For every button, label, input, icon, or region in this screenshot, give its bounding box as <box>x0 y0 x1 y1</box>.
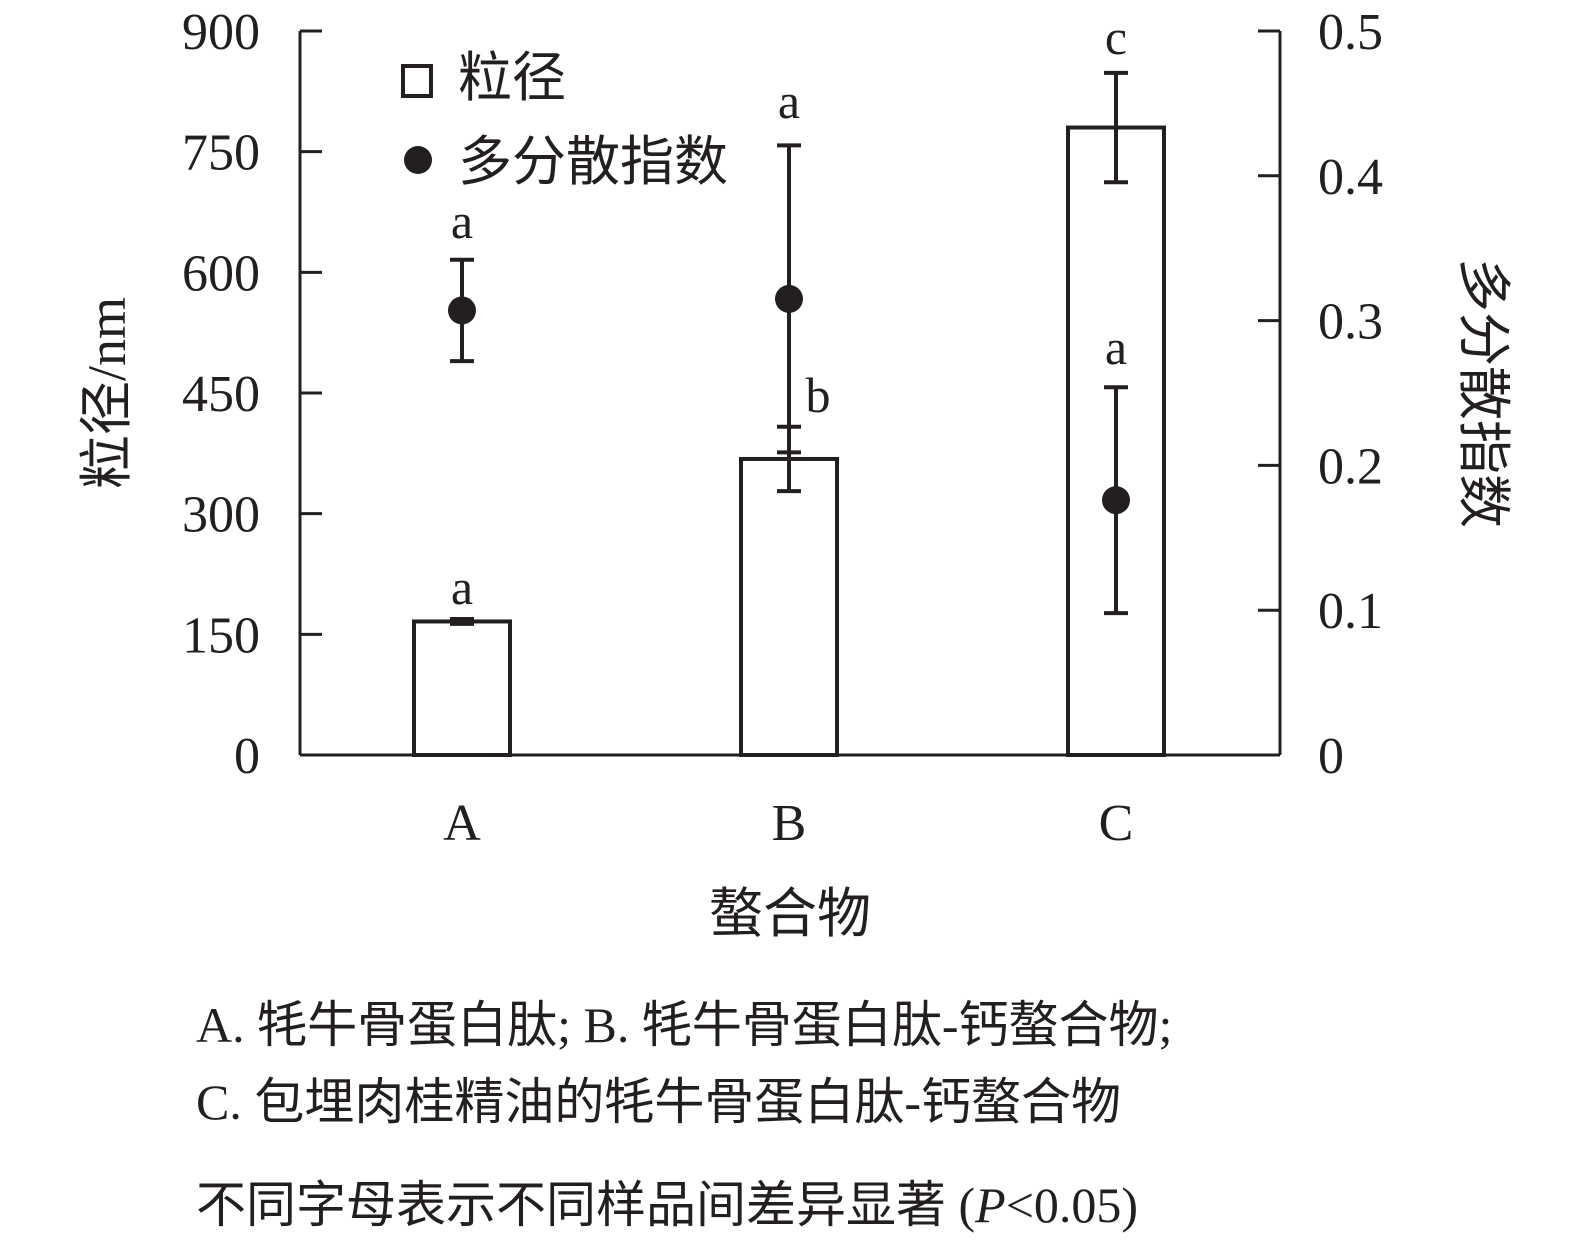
point-series <box>448 143 1130 616</box>
y-right-tick-label: 0.4 <box>1318 149 1383 206</box>
y-right-tick-label: 0.5 <box>1318 4 1383 61</box>
bar-A <box>412 619 512 757</box>
y-left-tick-label: 900 <box>182 4 260 61</box>
y-axis-left-title: 粒径/nm <box>77 297 137 489</box>
bar-significance-label: b <box>806 367 831 423</box>
y-right-tick-label: 0 <box>1318 728 1344 785</box>
point-A <box>448 296 476 325</box>
point-B <box>775 284 803 313</box>
bar-significance-label: a <box>451 559 473 615</box>
y-left-tick-label: 450 <box>182 366 260 423</box>
x-tick-label: A <box>443 795 481 852</box>
y-left-tick-label: 150 <box>182 607 260 664</box>
legend-bar-swatch <box>401 64 433 98</box>
x-tick-label: C <box>1099 795 1134 852</box>
y-left-tick-label: 600 <box>182 245 260 302</box>
bar-B <box>739 456 839 757</box>
point-significance-label: a <box>1105 319 1127 375</box>
chart-axes: 0 150 300 450 600 750 900 0 0.1 0.2 0.3 0.4 0.5 A B C <box>182 4 1383 852</box>
legend-point-swatch <box>404 146 432 174</box>
point-C <box>1102 486 1130 515</box>
x-axis-title: 螯合物 <box>709 884 871 944</box>
caption-line-3-prefix: 不同字母表示不同样品间差异显著 ( <box>196 1177 976 1233</box>
y-right-tick-label: 0.2 <box>1318 438 1383 495</box>
y-right-tick-label: 0.1 <box>1318 583 1383 640</box>
legend-bar-label: 粒径 <box>458 48 566 108</box>
caption-line-3: 不同字母表示不同样品间差异显著 (P<0.05) <box>196 1165 1138 1237</box>
caption-line-2: C. 包埋肉桂精油的牦牛骨蛋白肽-钙螯合物 <box>196 1074 1121 1130</box>
caption-line-3-suffix: <0.05) <box>1005 1177 1139 1233</box>
bar-significance-label: c <box>1105 9 1127 65</box>
chart-canvas: 0 150 300 450 600 750 900 0 0.1 0.2 0.3 0.4 0.5 A B C a… <box>77 4 1513 944</box>
y-left-tick-label: 0 <box>234 728 260 785</box>
bar-error-A <box>450 617 474 626</box>
bar-error-C <box>1104 70 1128 185</box>
bar-series <box>412 70 1166 758</box>
legend-point-label: 多分散指数 <box>458 132 728 192</box>
caption-line-1: A. 牦牛骨蛋白肽; B. 牦牛骨蛋白肽-钙螯合物; <box>196 997 1173 1053</box>
y-axis-right-title: 多分散指数 <box>1453 258 1513 528</box>
point-significance-label: a <box>778 73 800 129</box>
caption-line-3-p: P <box>975 1177 1006 1233</box>
point-significance-label: a <box>451 193 473 249</box>
significance-labels: a b c a a a <box>451 9 1127 615</box>
y-right-tick-label: 0.3 <box>1318 294 1383 351</box>
y-left-tick-label: 750 <box>182 125 260 182</box>
x-tick-label: B <box>772 795 807 852</box>
y-left-tick-label: 300 <box>182 487 260 544</box>
